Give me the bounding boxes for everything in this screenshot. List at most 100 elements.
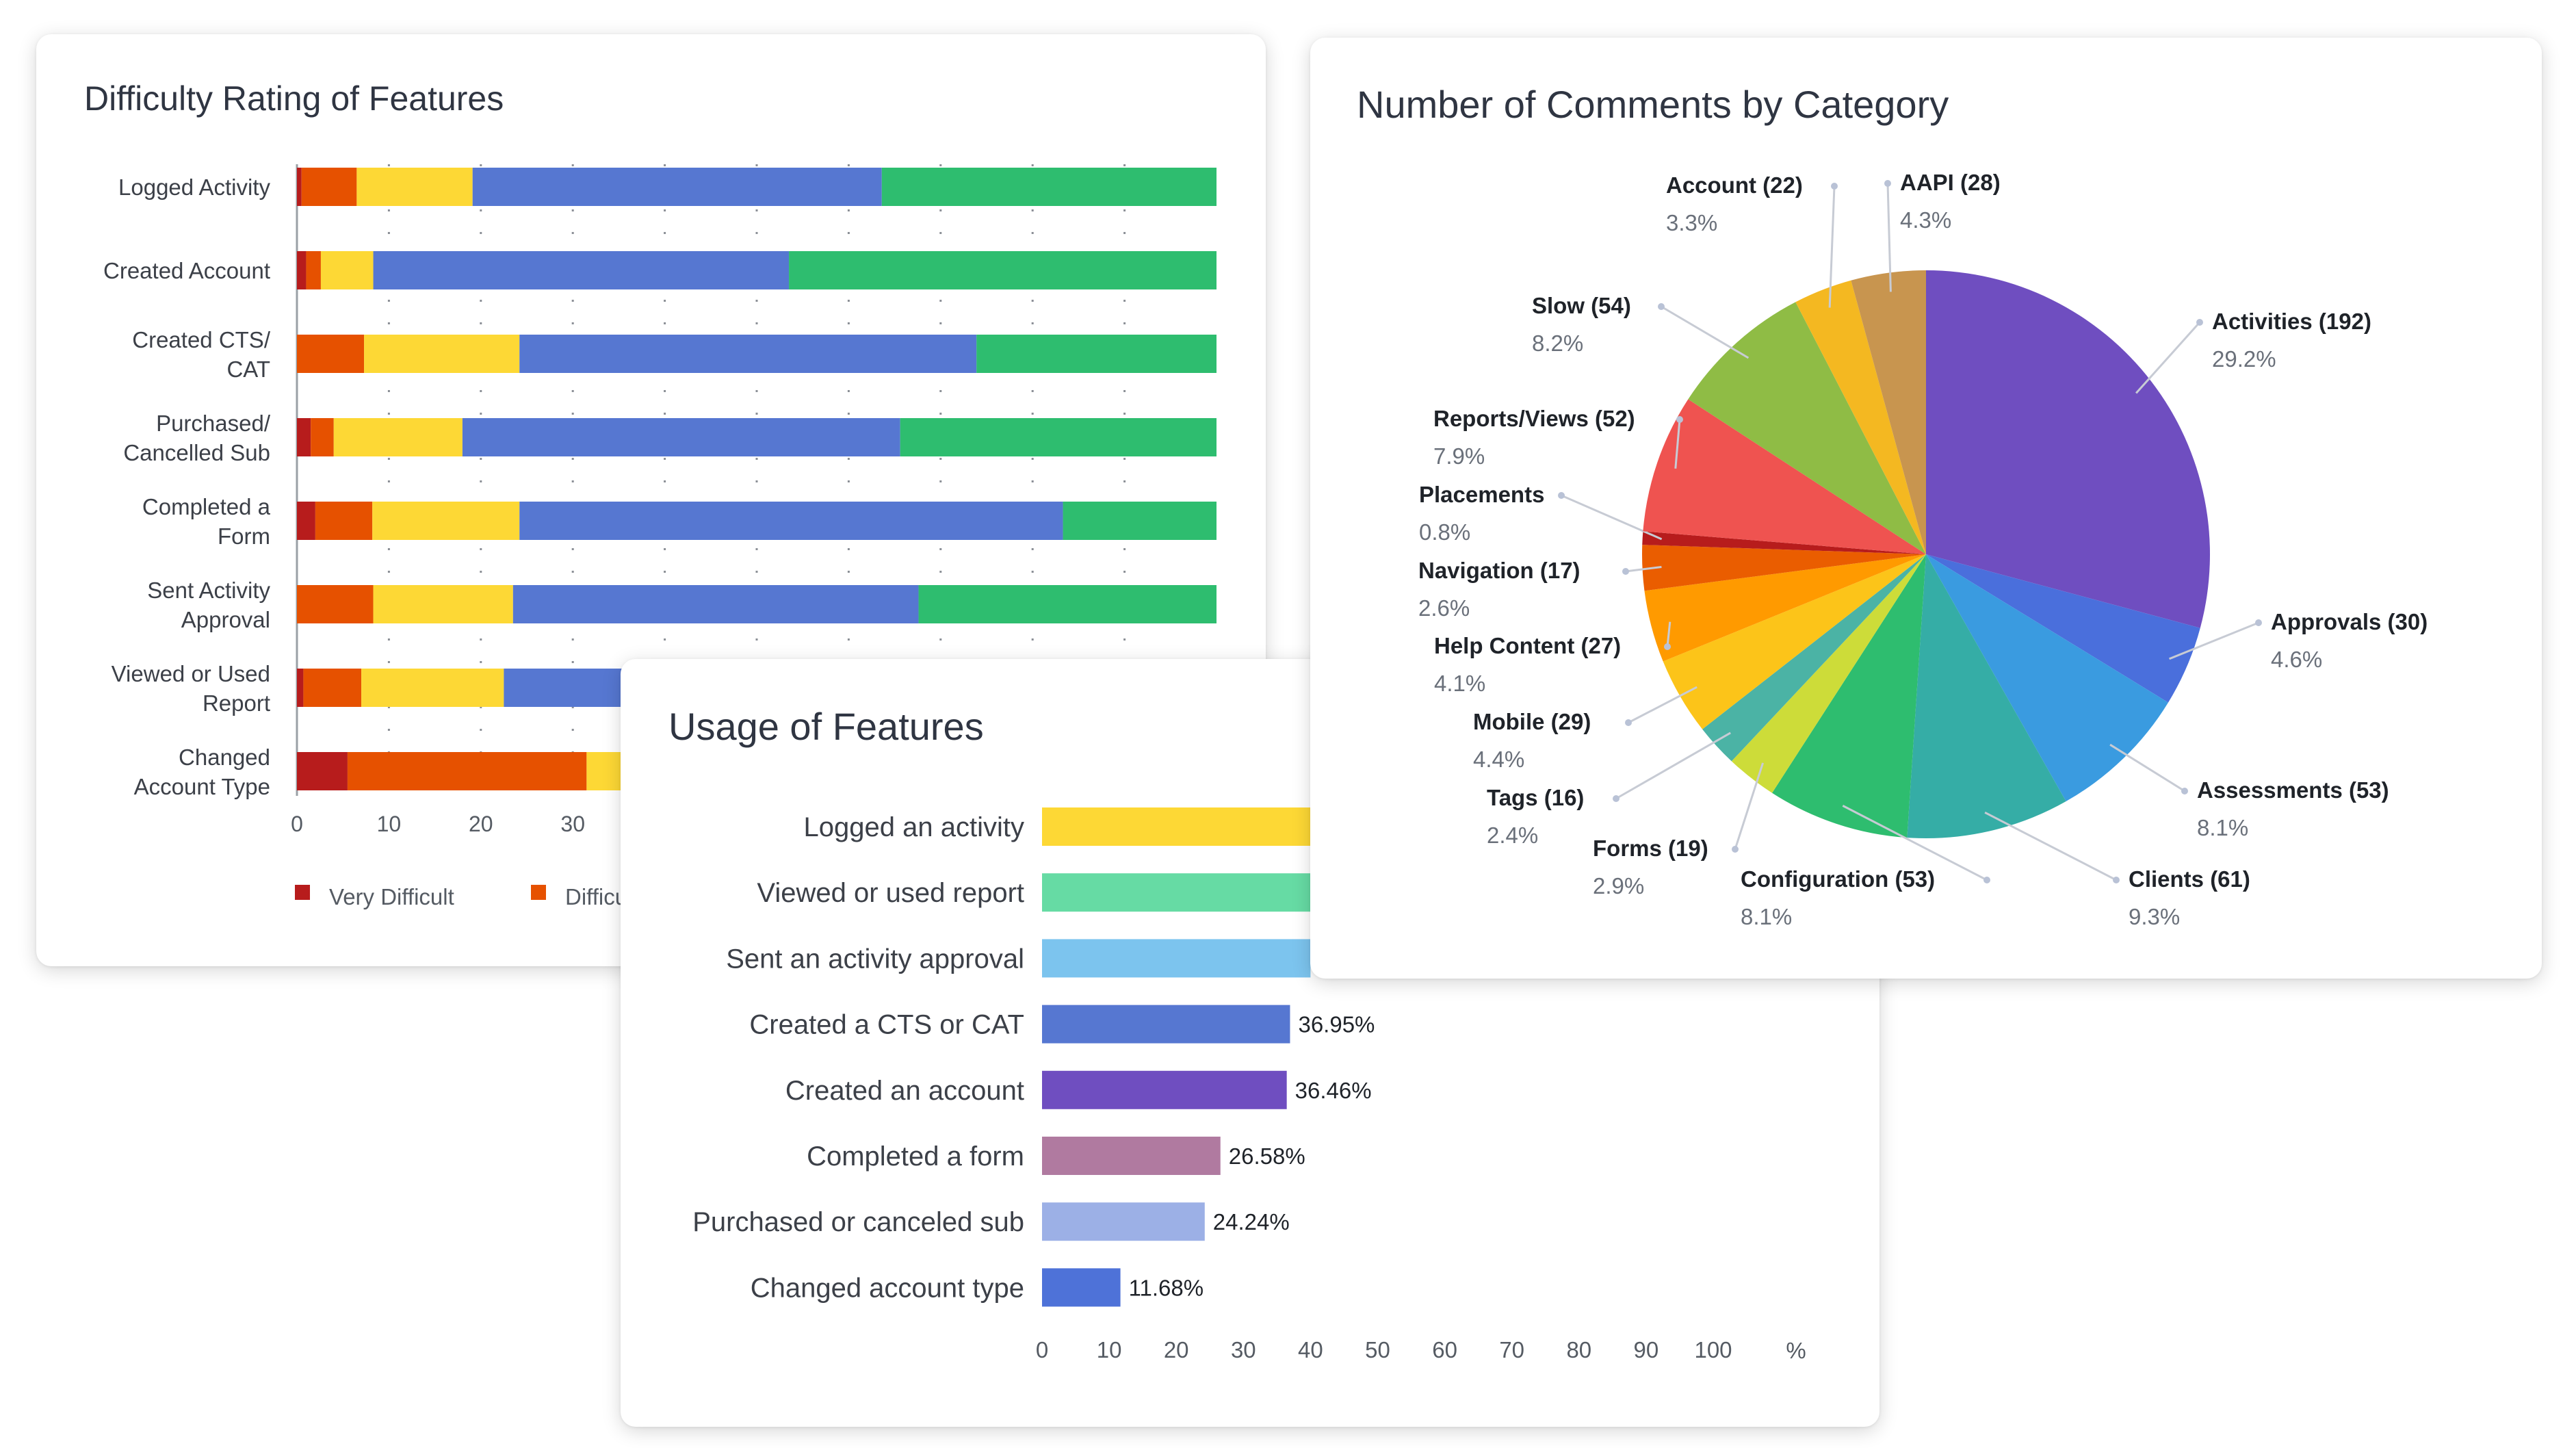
slice-percent: 0.8%: [1419, 519, 1470, 545]
usage-value-label: 11.68%: [1129, 1275, 1204, 1300]
slice-percent: 8.1%: [1741, 904, 1792, 929]
bar-segment: [976, 335, 1217, 373]
leader-dot: [1676, 416, 1683, 423]
pie-slice: [1926, 270, 2210, 628]
slice-label: Activities (192): [2212, 309, 2371, 334]
usage-chart: Logged an activity Viewed or used report S…: [692, 807, 1806, 1363]
pie-slice: [1702, 554, 1926, 762]
pie-slice: [1688, 302, 1926, 554]
leader-line: [2169, 621, 2259, 660]
leader-dot: [1625, 719, 1632, 726]
leader-line: [1625, 565, 1662, 573]
leader-dot: [1558, 492, 1565, 499]
x-tick-label: 10: [377, 812, 402, 836]
bar-segment: [297, 251, 307, 289]
category-label: Logged Activity: [118, 174, 270, 200]
slice-label: Placements: [1419, 482, 1544, 507]
leader-dot: [2255, 619, 2262, 626]
usage-value-label: 24.24%: [1213, 1209, 1290, 1234]
leader-dot: [1831, 183, 1838, 190]
leader-line: [2109, 743, 2185, 792]
bar-segment: [303, 669, 362, 707]
difficulty-chart-title: Difficulty Rating of Features: [84, 79, 504, 118]
usage-bar: [1042, 1268, 1121, 1307]
usage-bar: [1042, 1070, 1287, 1109]
comments-pie-chart: Activities (192) 29.2% Approvals (30) 4.6% A…: [1418, 170, 2428, 929]
x-unit-label: %: [1786, 1338, 1806, 1363]
bar-segment: [297, 585, 374, 623]
bar-segment: [297, 418, 311, 456]
bar-segment: [297, 669, 304, 707]
x-tick-label: 90: [1634, 1337, 1659, 1362]
bar-segment: [1063, 502, 1217, 540]
bar-segment: [347, 752, 587, 790]
x-tick-label: 30: [560, 812, 585, 836]
bar-segment: [364, 335, 520, 373]
x-tick-label: 20: [1164, 1337, 1189, 1362]
usage-category-label: Sent an activity approval: [726, 944, 1024, 974]
leader-line: [1661, 305, 1749, 359]
pie-slice: [1926, 554, 2200, 703]
bar-segment: [512, 585, 919, 623]
bar-segment: [315, 502, 373, 540]
category-label: Changed: [179, 745, 270, 770]
bar-segment: [311, 418, 334, 456]
slice-percent: 29.2%: [2212, 346, 2276, 372]
legend-label: Very Difficult: [329, 884, 454, 909]
pie-slice: [1795, 280, 1926, 554]
category-label: Completed a: [142, 494, 271, 519]
category-label: Created CTS/: [132, 327, 271, 352]
slice-percent: 2.6%: [1418, 595, 1470, 621]
x-tick-label: 100: [1694, 1337, 1732, 1362]
slice-percent: 2.4%: [1487, 823, 1538, 848]
usage-bar: [1042, 873, 1325, 912]
usage-bar: [1042, 939, 1311, 978]
x-tick-label: 30: [1231, 1337, 1256, 1362]
bar-segment: [361, 669, 504, 707]
leader-dot: [1658, 303, 1665, 310]
usage-bar: [1042, 1005, 1290, 1044]
leader-line: [1615, 732, 1731, 800]
category-label: Cancelled Sub: [123, 440, 270, 465]
slice-percent: 4.3%: [1900, 207, 1951, 233]
bar-segment: [472, 168, 882, 206]
bar-segment: [789, 251, 1217, 289]
comments-chart-card: Number of Comments by Category Activitie…: [1310, 38, 2542, 979]
usage-category-label: Changed account type: [751, 1273, 1024, 1303]
pie-slice: [1731, 554, 1926, 793]
bar-segment: [297, 752, 348, 790]
leader-line: [1886, 183, 1892, 292]
pie-slice: [1644, 554, 1926, 662]
pie-slice: [1926, 554, 2169, 802]
x-tick-label: 0: [291, 812, 303, 836]
pie-slice: [1642, 531, 1926, 554]
leader-line: [1628, 686, 1697, 724]
category-label: Viewed or Used: [112, 661, 270, 686]
x-tick-label: 70: [1499, 1337, 1524, 1362]
x-tick-label: 20: [469, 812, 493, 836]
slice-percent: 7.9%: [1433, 443, 1485, 469]
category-label: Form: [218, 523, 270, 549]
bar-segment: [320, 251, 374, 289]
leader-dot: [1983, 877, 1990, 883]
usage-category-label: Logged an activity: [804, 812, 1024, 842]
slice-label: Navigation (17): [1418, 558, 1580, 583]
slice-label: Forms (19): [1593, 836, 1708, 861]
pie-slice: [1851, 270, 1926, 554]
bar-segment: [297, 335, 365, 373]
usage-bar: [1042, 807, 1344, 846]
leader-line: [2135, 321, 2201, 394]
category-label: Approval: [181, 607, 270, 632]
bar-segment: [918, 585, 1217, 623]
leader-line: [1561, 494, 1663, 541]
leader-dot: [1884, 180, 1891, 187]
slice-percent: 8.1%: [2197, 815, 2248, 840]
category-label: Created Account: [103, 258, 270, 283]
slice-percent: 9.3%: [2129, 904, 2180, 929]
x-tick-label: 80: [1566, 1337, 1591, 1362]
bar-segment: [900, 418, 1217, 456]
category-label: Purchased/: [156, 411, 271, 436]
bar-segment: [462, 418, 900, 456]
legend-swatch: [295, 885, 310, 900]
slice-label: Approvals (30): [2271, 609, 2428, 634]
